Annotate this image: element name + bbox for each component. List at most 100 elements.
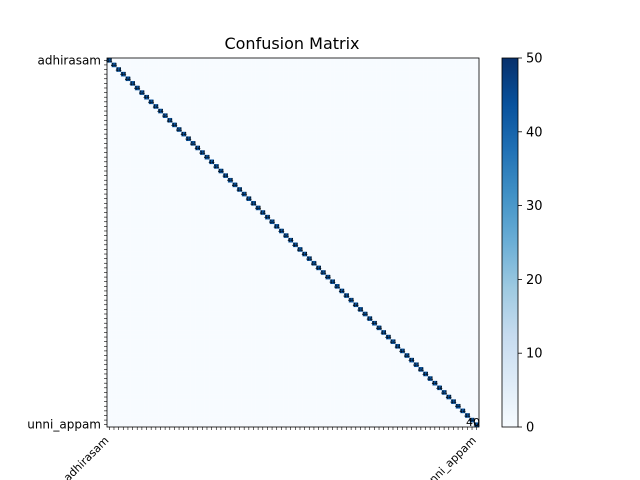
cell-value-label: 44 — [143, 95, 149, 101]
heatmap-cell-diagonal — [348, 297, 354, 303]
axis-ticks — [104, 60, 477, 430]
heatmap-cell-diagonal — [320, 270, 326, 275]
cell-value-label: 44 — [399, 349, 405, 355]
heatmap-cell-diagonal — [237, 187, 242, 192]
heatmap-cell-diagonal — [176, 127, 182, 132]
cell-value-label: 44 — [204, 155, 210, 161]
heatmap-cell-diagonal — [469, 417, 475, 423]
cell-value-label: 44 — [464, 413, 470, 419]
cell-value-label: 44 — [139, 91, 145, 97]
heatmap-cell-diagonal — [255, 205, 261, 211]
heatmap-cell-diagonal — [260, 210, 266, 215]
cell-value-label: 44 — [218, 169, 224, 175]
heatmap-cell-diagonal — [297, 247, 303, 252]
heatmap-cell-diagonal — [339, 288, 345, 294]
heatmap-cell-diagonal — [111, 62, 117, 68]
cell-value-label: 44 — [157, 109, 163, 115]
cell-value-label: 44 — [311, 261, 317, 267]
heatmap-cell-diagonal — [455, 403, 461, 409]
cell-value-label: 44 — [167, 118, 173, 124]
cell-value-label: 44 — [348, 298, 354, 304]
cell-value-label: 44 — [106, 58, 112, 64]
heatmap-cell-diagonal — [418, 367, 424, 372]
cell-value-label-last: 40 — [466, 416, 480, 429]
heatmap-cell-diagonal — [167, 117, 173, 123]
colorbar-tick-label: 10 — [526, 347, 543, 362]
x-tick-labels: adhirasam unni_appam — [61, 434, 479, 480]
cell-value-label: 44 — [222, 174, 228, 180]
heatmap-cell-diagonal — [241, 191, 247, 197]
heatmap-cell-diagonal — [302, 251, 307, 257]
heatmap-cell-diagonal — [130, 81, 135, 86]
cell-value-label: 44 — [236, 187, 242, 193]
cell-value-label: 44 — [176, 127, 182, 133]
heatmap-cell-diagonal — [204, 154, 210, 160]
heatmap-cell-diagonal — [325, 274, 331, 280]
cell-value-label: 44 — [469, 418, 475, 424]
cell-value-label: 44 — [255, 206, 261, 212]
heatmap-cell-diagonal — [446, 394, 452, 400]
cell-value-label: 44 — [320, 270, 326, 276]
cell-value-label: 44 — [125, 77, 131, 83]
cell-value-label: 44 — [264, 215, 270, 221]
heatmap-cell-diagonal — [162, 113, 168, 118]
cell-value-label: 44 — [194, 146, 200, 152]
heatmap-cell-diagonal — [381, 330, 386, 335]
cell-value-label: 44 — [460, 409, 466, 415]
cell-value-label: 44 — [339, 289, 345, 295]
cell-value-label: 44 — [148, 100, 154, 106]
heatmap-cell-diagonal — [283, 233, 289, 238]
cell-value-label: 44 — [232, 183, 238, 189]
heatmap-plot-area: 4444444444444444444444444444444444444444… — [104, 57, 480, 430]
heatmap-cell-diagonal — [251, 200, 256, 206]
heatmap-cell-diagonal — [451, 399, 456, 404]
cell-value-label: 44 — [111, 63, 117, 69]
heatmap-cell-diagonal — [232, 182, 238, 188]
cell-value-label: 44 — [343, 294, 349, 300]
cell-value-label: 44 — [274, 224, 280, 230]
cell-value-label: 44 — [297, 247, 303, 253]
heatmap-cell-diagonal — [344, 293, 349, 298]
cell-value-label: 44 — [171, 123, 177, 129]
heatmap-cell-diagonal — [386, 334, 391, 340]
heatmap-cell-diagonal — [372, 320, 377, 326]
cell-value-label: 44 — [436, 386, 442, 392]
cell-value-label: 44 — [455, 404, 461, 410]
heatmap-cell-diagonal — [409, 357, 414, 363]
heatmap-cell-diagonal — [190, 141, 196, 146]
y-tick-labels: adhirasam unni_appam — [27, 53, 101, 431]
heatmap-cell-diagonal — [465, 413, 470, 418]
heatmap-cell-diagonal — [158, 108, 163, 114]
cell-value-label: 44 — [473, 423, 479, 429]
heatmap-cell-diagonal — [306, 256, 312, 261]
heatmap-cell-diagonal — [474, 422, 479, 427]
cell-value-label: 44 — [353, 303, 359, 309]
cell-value-label: 44 — [301, 252, 307, 258]
heatmap-cell-diagonal — [246, 196, 252, 201]
cell-value-label: 44 — [120, 72, 126, 78]
heatmap-cell-diagonal — [148, 99, 154, 105]
cell-value-label: 44 — [450, 400, 456, 406]
heatmap-cell-diagonal — [395, 343, 400, 349]
chart-title: Confusion Matrix — [224, 34, 359, 53]
heatmap-cell-diagonal — [353, 302, 359, 308]
heatmap-cell-diagonal — [390, 339, 396, 344]
colorbar-tick-label: 0 — [526, 421, 534, 436]
cell-value-label: 44 — [162, 114, 168, 120]
cell-value-label: 44 — [446, 395, 452, 401]
cell-value-label: 44 — [385, 335, 391, 341]
heatmap-cell-diagonal — [139, 90, 145, 95]
y-tick-label: adhirasam — [38, 53, 102, 67]
cell-value-label: 44 — [292, 243, 298, 249]
cell-value-label: 44 — [422, 372, 428, 378]
cell-value-label: 44 — [306, 257, 312, 263]
heatmap-cell-diagonal — [293, 242, 298, 248]
heatmap-cell-diagonal — [279, 228, 284, 234]
plot-frame — [106, 57, 480, 428]
colorbar-tick-label: 50 — [526, 52, 543, 67]
heatmap-cell-diagonal — [330, 279, 335, 285]
heatmap-cell-diagonal — [423, 371, 428, 377]
cell-value-label: 44 — [134, 86, 140, 92]
heatmap-cell-diagonal — [153, 104, 159, 109]
